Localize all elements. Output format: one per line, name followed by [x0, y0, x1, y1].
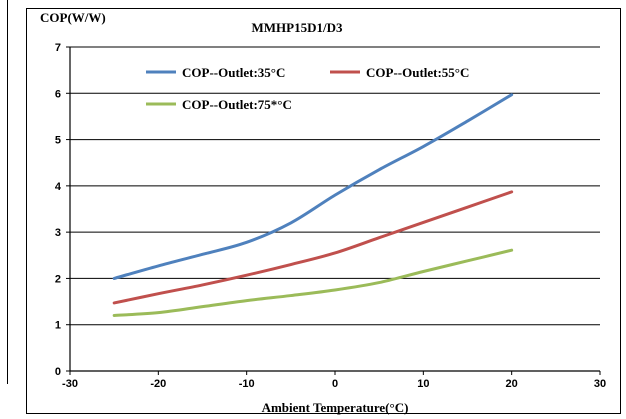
series-lines: [112, 93, 514, 317]
grid-lines: [70, 46, 600, 326]
chart-frame: [26, 8, 621, 414]
series-line-3: [112, 248, 514, 317]
legend-label-1: COP--Outlet:35°C: [182, 65, 285, 80]
series-line-1: [112, 93, 514, 280]
x-tick-label: 30: [594, 378, 606, 390]
legend: COP--Outlet:35°C COP--Outlet:55°C COP--Out…: [146, 65, 469, 112]
x-tick-label: 10: [417, 378, 429, 390]
x-tick-label: -30: [62, 378, 78, 390]
x-tick-label: -20: [150, 378, 166, 390]
y-axis-label: COP(W/W): [40, 10, 106, 25]
x-axis-label: Ambient Temperature(°C): [262, 400, 409, 415]
left-panel-edge: [0, 0, 8, 384]
x-tick-label: 0: [332, 378, 338, 390]
legend-label-3: COP--Outlet:75*°C: [182, 97, 292, 112]
x-tick-label: -10: [239, 378, 255, 390]
y-tick-label: 5: [55, 135, 61, 147]
y-tick-label: 4: [55, 181, 62, 193]
y-tick-label: 2: [55, 273, 61, 285]
y-tick-label: 6: [55, 88, 61, 100]
y-tick-label: 7: [55, 42, 61, 54]
chart-title: MMHP15D1/D3: [252, 20, 343, 35]
y-tick-label: 1: [55, 320, 61, 332]
series-line-2: [112, 190, 514, 305]
legend-label-2: COP--Outlet:55°C: [366, 65, 469, 80]
y-tick-label: 3: [55, 227, 61, 239]
axes: 0 1 2 3 4 5 6 7 -30 -20 -10 0 10 20 30: [55, 42, 606, 390]
x-tick-label: 20: [506, 378, 518, 390]
y-tick-label: 0: [55, 366, 61, 378]
